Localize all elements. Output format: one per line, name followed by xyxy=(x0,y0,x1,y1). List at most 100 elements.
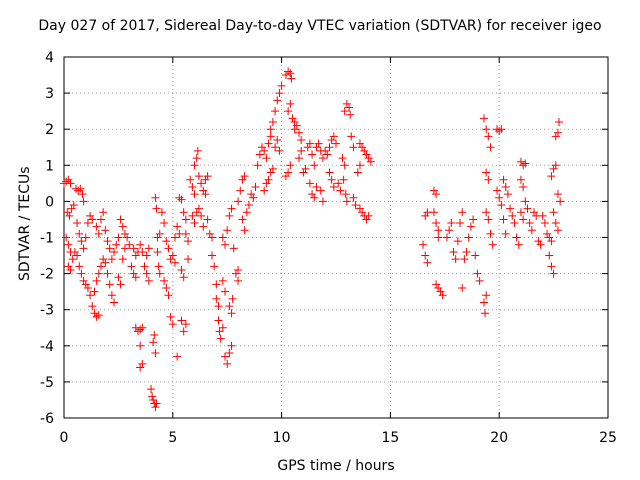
data-point xyxy=(251,182,260,191)
data-point xyxy=(228,294,237,303)
data-point xyxy=(103,237,112,246)
data-point xyxy=(234,276,243,285)
data-point xyxy=(516,208,525,217)
data-point xyxy=(110,247,119,256)
data-point xyxy=(149,395,158,404)
data-point xyxy=(216,334,225,343)
data-point xyxy=(75,229,84,238)
data-point xyxy=(495,127,504,136)
data-point xyxy=(508,211,517,220)
data-point xyxy=(75,262,84,271)
data-point xyxy=(547,262,556,271)
data-point xyxy=(484,132,493,141)
data-point xyxy=(432,280,441,289)
y-axis-label: SDTVAR / TECUs xyxy=(17,166,33,281)
data-point xyxy=(266,132,275,141)
data-point xyxy=(94,311,103,320)
data-point xyxy=(342,197,351,206)
data-point xyxy=(458,284,467,293)
data-point xyxy=(192,208,201,217)
x-tick-label: 5 xyxy=(168,430,177,446)
data-point xyxy=(79,244,88,253)
data-point xyxy=(218,233,227,242)
data-point xyxy=(92,222,101,231)
data-point xyxy=(438,291,447,300)
data-point xyxy=(342,99,351,108)
data-point xyxy=(210,262,219,271)
data-point xyxy=(81,280,90,289)
data-points xyxy=(60,67,565,412)
data-point xyxy=(179,327,188,336)
data-point xyxy=(168,251,177,260)
data-point xyxy=(76,184,85,193)
data-point xyxy=(67,204,76,213)
data-point xyxy=(181,229,190,238)
data-point xyxy=(543,229,552,238)
data-point xyxy=(168,320,177,329)
data-point xyxy=(453,237,462,246)
data-point xyxy=(88,215,97,224)
data-point xyxy=(506,204,515,213)
data-point xyxy=(175,193,184,202)
data-point xyxy=(349,193,358,202)
data-point xyxy=(197,179,206,188)
data-point xyxy=(334,179,343,188)
data-point xyxy=(170,233,179,242)
data-point xyxy=(423,258,432,267)
y-tick-label: -4 xyxy=(40,339,54,355)
data-point xyxy=(173,222,182,231)
data-point xyxy=(347,132,356,141)
data-point xyxy=(205,229,214,238)
data-point xyxy=(199,186,208,195)
data-point xyxy=(218,323,227,332)
data-point xyxy=(136,325,145,334)
y-tick-label: 4 xyxy=(45,50,54,66)
grid-lines xyxy=(64,57,608,418)
data-point xyxy=(73,251,82,260)
data-point xyxy=(153,247,162,256)
data-point xyxy=(114,233,123,242)
data-point xyxy=(421,251,430,260)
data-point xyxy=(466,222,475,231)
x-axis-label: GPS time / hours xyxy=(277,458,395,474)
data-point xyxy=(244,201,253,210)
data-point xyxy=(355,204,364,213)
data-point xyxy=(142,251,151,260)
data-point xyxy=(281,71,290,80)
data-point xyxy=(340,161,349,170)
data-point xyxy=(150,330,159,339)
data-point xyxy=(207,251,216,260)
data-point xyxy=(151,193,160,202)
data-point xyxy=(530,208,539,217)
data-point xyxy=(316,186,325,195)
data-point xyxy=(499,175,508,184)
data-point xyxy=(556,197,565,206)
data-point xyxy=(364,211,373,220)
y-tick-label: 3 xyxy=(45,86,54,102)
data-point xyxy=(238,215,247,224)
data-point xyxy=(445,226,454,235)
data-point xyxy=(177,195,186,204)
data-point xyxy=(339,175,348,184)
data-point xyxy=(553,190,562,199)
data-point xyxy=(129,269,138,278)
data-point xyxy=(551,132,560,141)
data-point xyxy=(497,201,506,210)
data-point xyxy=(341,190,350,199)
data-point xyxy=(456,219,465,228)
data-point xyxy=(353,168,362,177)
data-point xyxy=(540,219,549,228)
data-point xyxy=(260,186,269,195)
data-point xyxy=(138,359,147,368)
data-point xyxy=(545,251,554,260)
data-point xyxy=(236,186,245,195)
data-point xyxy=(332,139,340,148)
data-point xyxy=(338,154,347,163)
data-point xyxy=(329,132,338,141)
data-point xyxy=(70,247,79,256)
data-point xyxy=(545,233,554,242)
data-point xyxy=(73,219,82,228)
data-point xyxy=(127,262,136,271)
data-point xyxy=(227,309,236,318)
data-point xyxy=(103,269,112,278)
